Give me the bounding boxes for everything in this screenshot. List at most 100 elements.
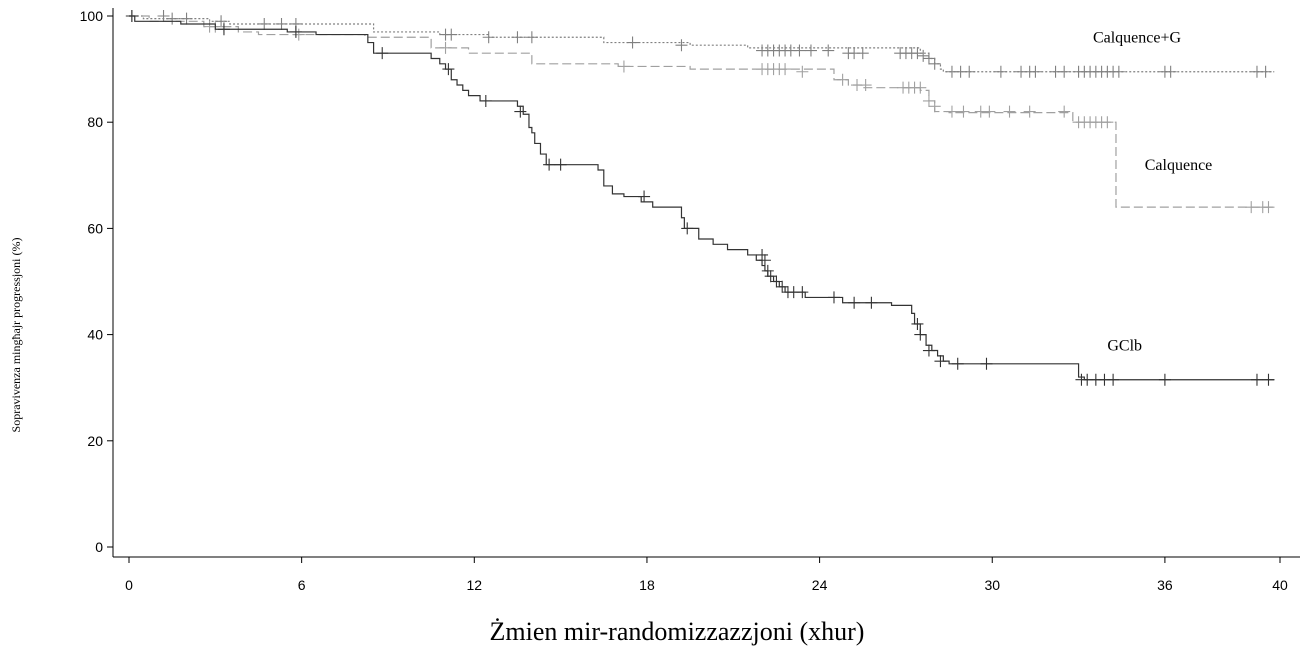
series-gclb (125, 10, 1275, 386)
y-tick-label: 60 (87, 220, 103, 236)
censor-mark (292, 28, 305, 41)
censor-mark (827, 291, 840, 304)
censor-mark (922, 344, 935, 357)
censor-mark (928, 100, 941, 113)
censor-mark (511, 31, 524, 44)
censor-mark (994, 65, 1007, 78)
series-line (129, 15, 1275, 381)
series-line (129, 15, 1275, 73)
y-tick-label: 100 (80, 8, 104, 24)
censor-mark (963, 65, 976, 78)
series-label: GClb (1107, 338, 1142, 355)
x-tick-label: 6 (298, 577, 306, 593)
censor-mark (756, 248, 769, 261)
censor-mark (681, 222, 694, 235)
censor-mark (675, 39, 688, 52)
censor-mark (917, 49, 930, 62)
x-tick-label: 0 (125, 577, 133, 593)
censor-mark (928, 57, 941, 70)
series-line (129, 15, 1275, 208)
labels-layer: Calquence+G Calquence GClb (1093, 30, 1212, 355)
censor-mark (157, 10, 170, 22)
censor-mark (945, 105, 958, 118)
censor-mark (1262, 373, 1275, 386)
censor-mark (911, 47, 924, 60)
censor-mark (796, 286, 809, 299)
censor-mark (764, 270, 777, 283)
x-tick-label: 30 (984, 577, 1000, 593)
censor-mark (779, 63, 792, 76)
censor-mark (1262, 201, 1275, 214)
x-axis-title: Żmien mir-randomizzazzjoni (xhur) (490, 617, 865, 646)
x-tick-label: 18 (639, 577, 655, 593)
censor-mark (525, 31, 538, 44)
censor-mark (258, 17, 271, 30)
censor-mark (166, 12, 179, 25)
censor-mark (617, 60, 630, 73)
y-axis-title: Sopravivenza mingħajr progressjoni (%) (9, 238, 23, 433)
series-calquence (129, 15, 1275, 214)
censor-mark (934, 355, 947, 368)
censor-mark (445, 28, 458, 41)
censor-mark (951, 357, 964, 370)
censor-mark (856, 47, 869, 60)
censor-mark (980, 357, 993, 370)
censor-mark (859, 79, 872, 92)
censor-mark (275, 17, 288, 30)
censor-mark (836, 73, 849, 86)
series-calquence-g (125, 10, 1275, 78)
y-tick-label: 20 (87, 433, 103, 449)
censor-mark (1107, 373, 1120, 386)
censor-mark (1112, 65, 1125, 78)
series-label: Calquence (1145, 157, 1213, 174)
x-tick-label: 12 (467, 577, 483, 593)
censor-mark (638, 190, 651, 203)
censor-mark (848, 296, 861, 309)
censor-mark (804, 44, 817, 57)
series-layer (125, 10, 1275, 386)
x-tick-label: 24 (812, 577, 828, 593)
censor-mark (626, 36, 639, 49)
censor-mark (180, 12, 193, 25)
censor-mark (376, 47, 389, 60)
censor-mark (922, 52, 935, 65)
axes: 0 20 40 60 80 100 0 6 12 18 24 30 36 40 (80, 8, 1300, 593)
series-label: Calquence+G (1093, 30, 1182, 47)
censor-mark (442, 63, 455, 76)
censor-mark (215, 15, 228, 28)
censor-mark (479, 94, 492, 107)
censor-mark (865, 296, 878, 309)
y-tick-label: 80 (87, 114, 103, 130)
censor-mark (957, 105, 970, 118)
censor-mark (793, 44, 806, 57)
censor-mark (914, 81, 927, 94)
censor-mark (289, 25, 302, 38)
censor-mark (922, 94, 935, 107)
censor-mark (796, 65, 809, 78)
y-tick-label: 40 (87, 327, 103, 343)
censor-mark (770, 275, 783, 288)
censor-mark (758, 254, 771, 267)
censor-mark (776, 280, 789, 293)
censor-mark (1023, 105, 1036, 118)
censor-mark (1245, 201, 1258, 214)
censor-mark (543, 158, 556, 171)
censor-mark (761, 264, 774, 277)
censor-mark (125, 10, 138, 22)
censor-mark (1029, 65, 1042, 78)
censor-mark (1164, 65, 1177, 78)
censor-mark (1158, 373, 1171, 386)
censor-mark (1003, 105, 1016, 118)
censor-mark (217, 23, 230, 36)
x-tick-label: 36 (1157, 577, 1173, 593)
x-tick-label: 40 (1272, 577, 1288, 593)
censor-mark (1250, 373, 1263, 386)
censor-mark (1101, 116, 1114, 129)
censor-mark (911, 317, 924, 330)
y-tick-label: 0 (95, 539, 103, 555)
censor-mark (822, 44, 835, 57)
censor-mark (1058, 65, 1071, 78)
censor-mark (514, 105, 527, 118)
